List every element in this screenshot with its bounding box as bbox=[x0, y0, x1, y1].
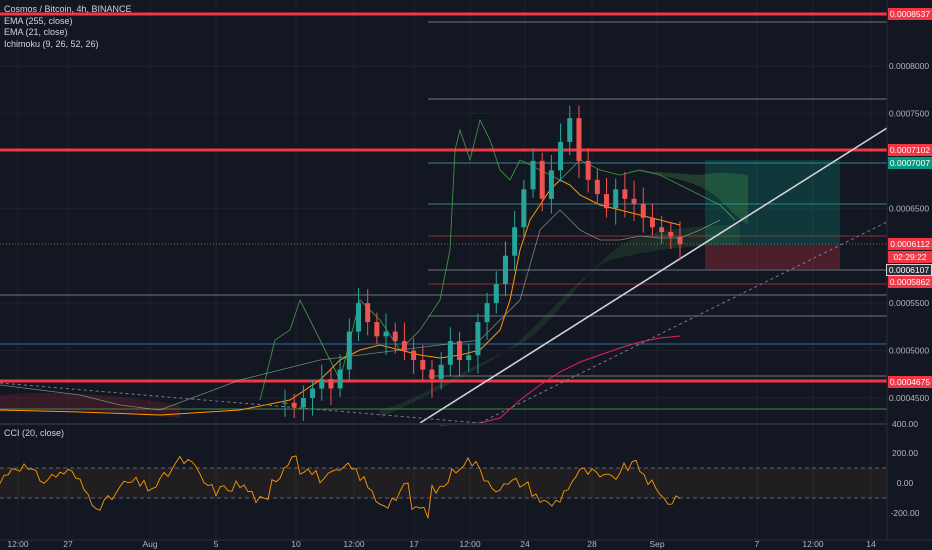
candle-body bbox=[420, 360, 426, 370]
candle-body bbox=[649, 217, 655, 228]
countdown-tag: 02:29:22 bbox=[888, 251, 932, 263]
x-tick-label: Sep bbox=[649, 539, 664, 549]
candle-body bbox=[613, 189, 619, 209]
candle-body bbox=[502, 255, 508, 285]
ichimoku-cloud-future bbox=[630, 170, 748, 225]
candle-body bbox=[429, 369, 435, 380]
candle-body bbox=[585, 160, 591, 180]
candle-body bbox=[484, 303, 490, 323]
x-tick-label: 17 bbox=[409, 539, 419, 549]
candle-body bbox=[337, 369, 343, 389]
cci-band-fill bbox=[0, 468, 887, 498]
candle-body bbox=[310, 388, 316, 398]
candle-body bbox=[539, 160, 545, 199]
ema21-legend: EMA (21, close) bbox=[4, 27, 68, 37]
x-tick-label: Aug bbox=[142, 539, 157, 549]
candle-body bbox=[457, 341, 463, 361]
y-tick-label: 0.0007500 bbox=[889, 108, 929, 118]
y-tick-label: 0.0004500 bbox=[889, 393, 929, 403]
cci-tick-label: 200.00 bbox=[892, 448, 918, 458]
x-tick-label: 27 bbox=[63, 539, 73, 549]
candle-body bbox=[383, 331, 389, 337]
candle-body bbox=[493, 284, 499, 304]
ema21-line bbox=[0, 179, 681, 416]
price-tag-current: 0.0006107 bbox=[886, 264, 932, 276]
ascending-trendline bbox=[419, 127, 888, 424]
price-tag-last: 0.0006112 bbox=[888, 238, 932, 250]
ichimoku-cloud bbox=[0, 393, 180, 418]
y-tick-label: 0.0005500 bbox=[889, 298, 929, 308]
x-tick-label: 12:00 bbox=[7, 539, 29, 549]
price-tag-support: 0.0004675 bbox=[888, 376, 932, 388]
candle-body bbox=[622, 189, 628, 199]
cci-tick-label: 0.00 bbox=[897, 478, 914, 488]
candle-body bbox=[659, 227, 665, 232]
candle-body bbox=[640, 203, 646, 218]
candle-body bbox=[677, 236, 683, 245]
candle-body bbox=[475, 322, 481, 356]
candle-body bbox=[392, 331, 398, 342]
x-tick-label: 12:00 bbox=[802, 539, 824, 549]
descending-trendline bbox=[0, 382, 481, 424]
x-tick-label: 10 bbox=[291, 539, 301, 549]
cci-line bbox=[0, 455, 681, 519]
y-tick-label: 0.0005000 bbox=[889, 346, 929, 356]
ichimoku-cloud bbox=[380, 225, 740, 418]
candle-body bbox=[401, 341, 407, 351]
chart-legend: Cosmos / Bitcoin, 4h, BINANCE EMA (255, … bbox=[4, 4, 132, 50]
candle-body bbox=[411, 350, 417, 361]
candle-body bbox=[521, 189, 527, 228]
ema255-legend: EMA (255, close) bbox=[4, 15, 73, 26]
ema255-line bbox=[439, 335, 681, 426]
candle-body bbox=[447, 341, 453, 365]
x-tick-label: 14 bbox=[866, 539, 876, 549]
candle-body bbox=[346, 331, 352, 370]
x-tick-label: 12:00 bbox=[343, 539, 365, 549]
ichimoku-legend: Ichimoku (9, 26, 52, 26) bbox=[4, 38, 99, 49]
candle-body bbox=[466, 355, 472, 361]
y-tick-label: 0.0006500 bbox=[889, 203, 929, 213]
risk-zone bbox=[705, 246, 840, 269]
cci-tick-label: 400.00 bbox=[892, 419, 918, 429]
x-tick-label: 7 bbox=[755, 539, 760, 549]
x-tick-label: 24 bbox=[520, 539, 530, 549]
x-tick-label: 5 bbox=[214, 539, 219, 549]
price-tag-resistance: 0.0007102 bbox=[888, 144, 932, 156]
candle-body bbox=[328, 379, 334, 389]
candle-body bbox=[438, 364, 444, 380]
symbol-title: Cosmos / Bitcoin, 4h, BINANCE bbox=[4, 4, 132, 14]
candle-body bbox=[631, 198, 637, 204]
candle-body bbox=[300, 398, 306, 408]
candle-body bbox=[604, 194, 610, 209]
candle-body bbox=[282, 402, 288, 404]
candle-body bbox=[291, 402, 297, 408]
candle-body bbox=[512, 227, 518, 256]
candle-body bbox=[576, 118, 582, 161]
price-tag-top-resistance: 0.0008537 bbox=[888, 8, 932, 20]
candle-body bbox=[319, 379, 325, 389]
price-tag-target: 0.0007007 bbox=[888, 157, 932, 169]
x-tick-label: 28 bbox=[587, 539, 597, 549]
cci-legend: CCI (20, close) bbox=[4, 428, 65, 438]
price-tag-stop: 0.0005862 bbox=[888, 276, 932, 288]
candle-body bbox=[594, 179, 600, 195]
cci-tick-label: -200.00 bbox=[891, 508, 920, 518]
candle-body bbox=[530, 160, 536, 190]
candle-body bbox=[567, 118, 573, 142]
candle-body bbox=[355, 303, 361, 332]
candle-body bbox=[558, 141, 564, 171]
candle-body bbox=[548, 170, 554, 199]
candle-body bbox=[668, 232, 674, 237]
y-tick-label: 0.0008000 bbox=[889, 61, 929, 71]
reward-zone bbox=[705, 160, 840, 246]
candle-body bbox=[365, 303, 371, 323]
x-tick-label: 12:00 bbox=[459, 539, 481, 549]
candle-body bbox=[374, 322, 380, 337]
dashed-projection-line bbox=[479, 221, 888, 424]
